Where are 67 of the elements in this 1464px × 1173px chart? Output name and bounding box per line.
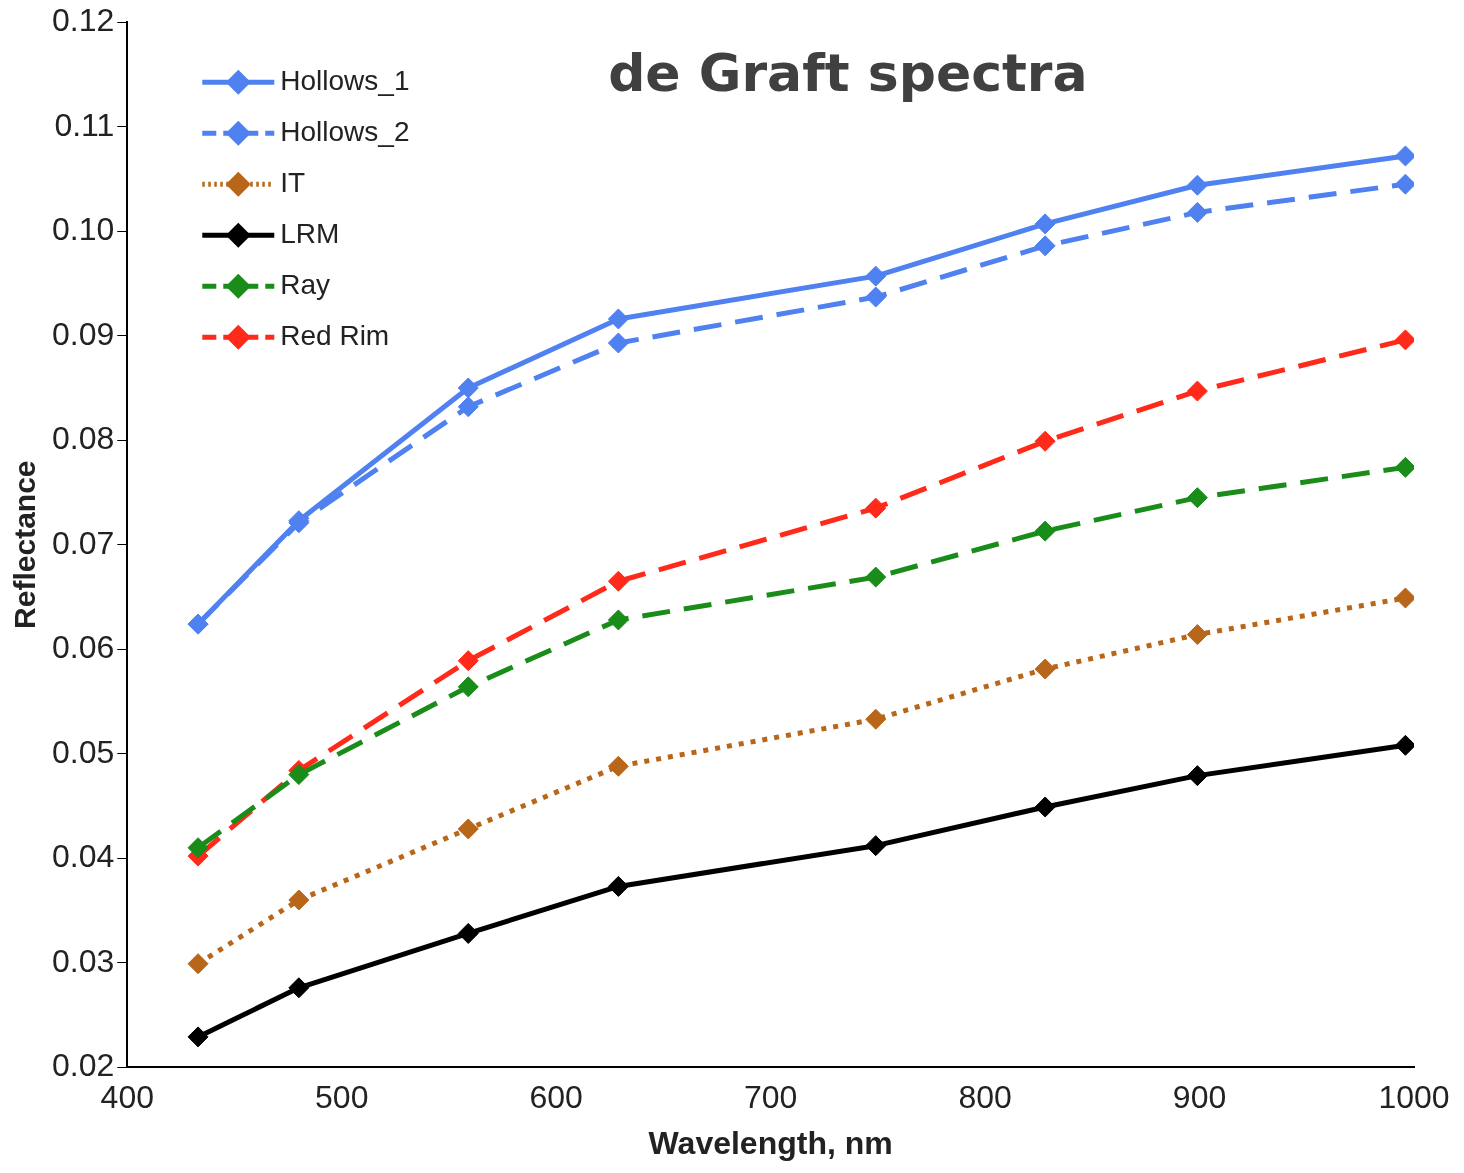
x-tick-label: 1000 <box>1378 1079 1450 1116</box>
y-tick-label: 0.07 <box>52 524 115 561</box>
point <box>1186 174 1208 196</box>
legend-label: LRM <box>280 217 340 249</box>
point <box>607 875 629 897</box>
point <box>1186 380 1208 402</box>
point <box>607 332 629 354</box>
point <box>457 818 479 840</box>
point <box>1394 173 1414 195</box>
y-tick-label: 0.05 <box>52 733 115 770</box>
point <box>457 396 479 418</box>
y-tick-label: 0.06 <box>52 629 115 666</box>
point <box>607 570 629 592</box>
point <box>865 708 887 730</box>
x-tick-label: 800 <box>958 1079 1012 1116</box>
point <box>288 764 310 786</box>
legend-label: Hollows_2 <box>280 115 410 147</box>
x-tick-label: 900 <box>1172 1079 1227 1116</box>
point <box>457 650 479 672</box>
chart-title: de Graft spectra <box>608 42 1088 103</box>
point <box>1034 213 1056 235</box>
point <box>187 953 209 975</box>
point <box>607 308 629 330</box>
point <box>187 1026 209 1048</box>
point <box>1186 487 1208 509</box>
point <box>1034 796 1056 818</box>
legend-label: Ray <box>280 268 331 300</box>
point <box>288 889 310 911</box>
point <box>187 837 209 859</box>
point <box>1186 201 1208 223</box>
legend-label: Hollows_1 <box>280 64 410 96</box>
legend-label: Red Rim <box>280 319 390 351</box>
y-tick-label: 0.11 <box>54 106 115 143</box>
point <box>1394 456 1414 478</box>
y-tick-label: 0.03 <box>52 942 115 979</box>
point <box>457 377 479 399</box>
point <box>607 609 629 631</box>
y-tick-label: 0.12 <box>52 2 115 39</box>
point <box>865 265 887 287</box>
point <box>865 835 887 857</box>
legend-label: IT <box>280 166 306 198</box>
y-tick-label: 0.10 <box>52 211 115 248</box>
x-tick-label: 600 <box>529 1079 583 1116</box>
point <box>607 755 629 777</box>
y-tick-label: 0.08 <box>52 420 115 457</box>
point <box>1394 734 1414 756</box>
point <box>457 676 479 698</box>
y-tick-label: 0.04 <box>52 838 115 875</box>
point <box>1394 587 1414 609</box>
point <box>1034 430 1056 452</box>
point <box>1034 235 1056 257</box>
x-axis-title: Wavelength, nm <box>648 1124 893 1161</box>
point <box>288 977 310 999</box>
point <box>1394 329 1414 351</box>
y-axis-title: Reflectance <box>8 460 42 629</box>
point <box>865 566 887 588</box>
point <box>457 922 479 944</box>
point <box>1186 624 1208 646</box>
point <box>865 286 887 308</box>
y-tick-label: 0.09 <box>52 315 115 352</box>
x-tick-label: 500 <box>315 1079 369 1116</box>
x-tick-label: 700 <box>743 1079 798 1116</box>
point <box>1034 520 1056 542</box>
point <box>865 497 887 519</box>
point <box>1394 145 1414 167</box>
point <box>1034 658 1056 680</box>
point <box>1186 765 1208 787</box>
